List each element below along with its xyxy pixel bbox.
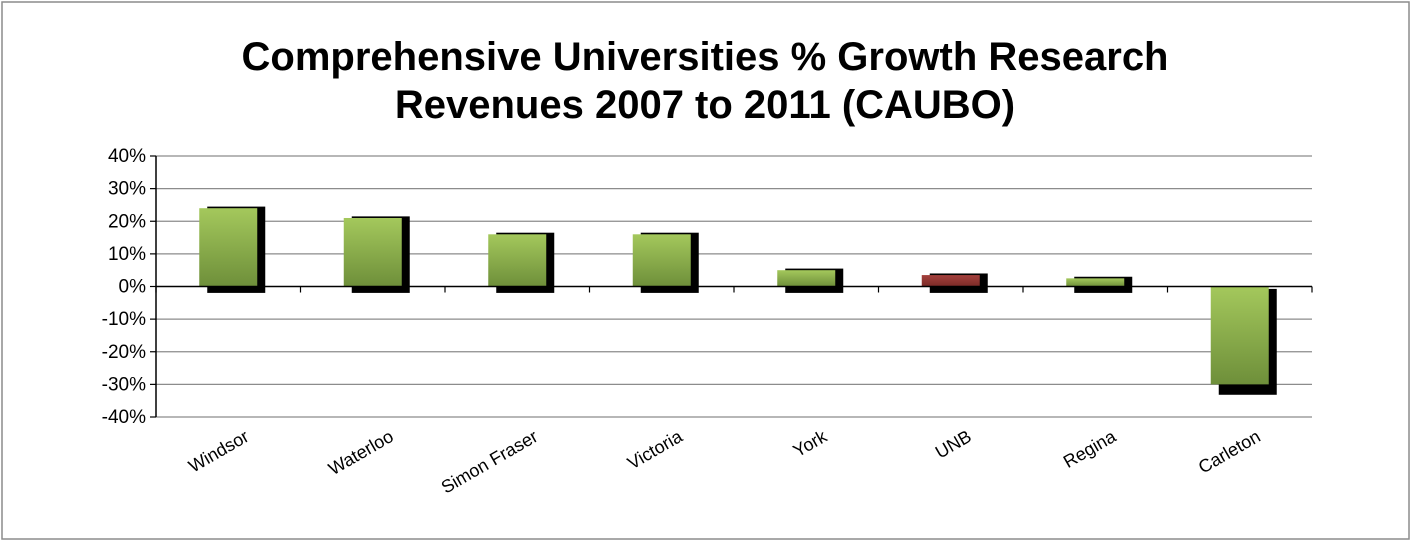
y-axis-ticks: 40% 30% 20% 10% 0% -10% -20% -30% -40% xyxy=(102,146,156,428)
bars xyxy=(199,208,1269,385)
bar-waterloo xyxy=(343,217,402,287)
bar-simon-fraser xyxy=(488,234,547,287)
y-tick-label: -10% xyxy=(102,309,146,330)
bar-unb xyxy=(921,275,980,287)
bar-regina xyxy=(1066,278,1125,287)
bar-york xyxy=(777,270,836,287)
bar-victoria xyxy=(632,234,691,287)
y-tick-label: -40% xyxy=(102,407,146,428)
y-tick-label: 40% xyxy=(108,146,146,167)
bar-carleton xyxy=(1210,286,1269,385)
y-tick-label: 20% xyxy=(108,211,146,232)
y-tick-label: 10% xyxy=(108,244,146,265)
y-tick-label: -30% xyxy=(102,374,146,395)
gridlines xyxy=(156,155,1312,418)
bar-windsor xyxy=(199,208,258,287)
chart-title-line-2: Revenues 2007 to 2011 (CAUBO) xyxy=(395,83,1015,127)
y-tick-label: 30% xyxy=(108,179,146,200)
axes xyxy=(155,156,1313,417)
y-tick-label: 0% xyxy=(119,277,147,298)
y-tick-label: -20% xyxy=(102,342,146,363)
chart-title-line-1: Comprehensive Universities % Growth Rese… xyxy=(242,35,1169,79)
